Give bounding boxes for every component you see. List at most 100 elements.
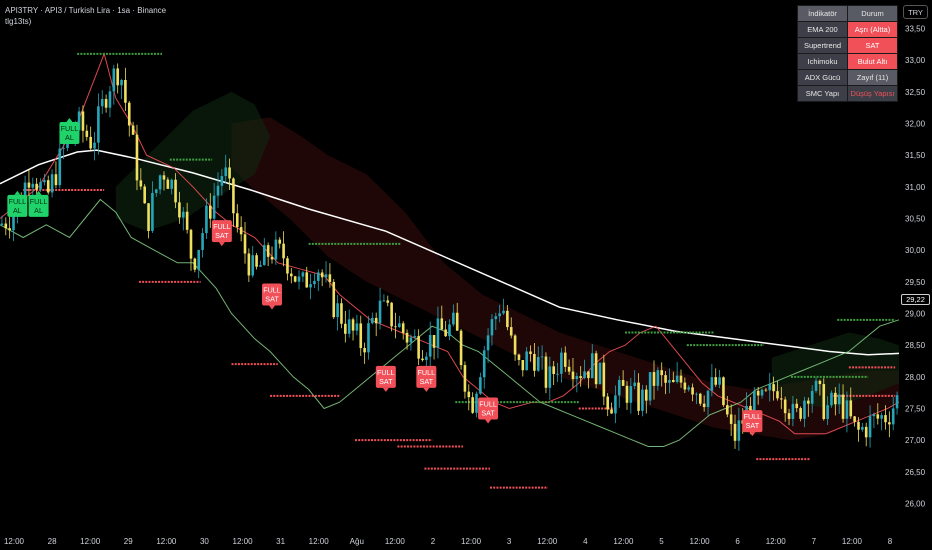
candle-body (35, 183, 38, 190)
price-tick-label: 27,50 (905, 405, 926, 414)
candle-body (849, 400, 853, 417)
signal-pointer (749, 432, 756, 437)
time-tick-label: 3 (507, 537, 512, 546)
signal-label: FULL (418, 368, 436, 377)
candle-body (552, 366, 555, 375)
candle-body (764, 389, 768, 391)
currency-button[interactable]: TRY (903, 5, 928, 19)
candle-body (652, 372, 656, 386)
signal-pointer (218, 242, 225, 247)
candle-body (394, 326, 397, 328)
candle-body (116, 68, 119, 86)
time-tick-label: 29 (124, 537, 133, 546)
candle-body (610, 409, 613, 414)
candle-body (151, 192, 154, 231)
candle-body (834, 392, 837, 405)
candle-body (644, 389, 648, 401)
candle-body (39, 182, 42, 190)
candle-body (278, 239, 282, 244)
candle-body (112, 68, 116, 92)
last-price-tag: 29,22 (901, 294, 930, 305)
candle-body (702, 403, 706, 408)
time-tick-label: 28 (48, 537, 57, 546)
time-tick-label: 12:00 (385, 537, 406, 546)
candle-body (884, 415, 887, 423)
signal-label: AL (34, 206, 43, 215)
candle-body (733, 423, 737, 441)
candle-body (270, 256, 274, 260)
candle-body (166, 179, 170, 189)
candle-body (729, 414, 733, 424)
time-axis[interactable]: 12:00 28 12:00 29 12:00 30 12:00 31 12:00 Ağu 12:0… (4, 537, 893, 546)
candle-body (641, 389, 644, 411)
price-tick-label: 26,50 (905, 468, 926, 477)
price-tick-label: 29,50 (905, 278, 926, 287)
candle-body (822, 384, 826, 419)
indicator-label[interactable]: tlg13ts) (5, 17, 32, 26)
symbol-title: API3TRY · API3 / Turkish Lira · 1sa · Bi… (5, 6, 167, 15)
candle-body (637, 382, 640, 411)
candle-body (93, 142, 96, 149)
candle-body (880, 415, 883, 419)
signal-badge (211, 220, 232, 243)
candle-body (606, 396, 609, 410)
candle-body (301, 272, 305, 277)
status-row: ADX Gücü Zayıf (11) (797, 69, 898, 86)
candle-body (648, 372, 652, 401)
candle-body (340, 303, 343, 324)
candle-body (50, 174, 54, 193)
candle-body (687, 387, 691, 390)
candle-body (286, 258, 289, 274)
candle-body (440, 318, 444, 330)
signal-label: SAT (265, 295, 279, 304)
signal-pointer (35, 190, 42, 195)
signal-label: FULL (30, 197, 48, 206)
candle-body (818, 380, 822, 385)
candle-body (482, 350, 486, 378)
candle-body (872, 414, 876, 417)
indicator-status: Bulut Altı (847, 53, 898, 70)
candle-body (58, 148, 62, 186)
candle-body (776, 391, 779, 399)
price-tick-label: 33,00 (905, 56, 926, 65)
candle-body (89, 136, 92, 149)
candle-body (351, 319, 355, 331)
candle-body (826, 405, 829, 419)
candle-body (8, 228, 11, 231)
candle-body (513, 335, 517, 355)
candle-body (853, 416, 856, 422)
candle-body (621, 380, 625, 386)
candle-body (556, 373, 559, 375)
candle-body (193, 258, 197, 270)
candle-body (660, 370, 664, 376)
candle-body (305, 272, 309, 288)
candle-body (405, 332, 409, 343)
candle-body (77, 111, 81, 131)
candle-body (714, 377, 718, 385)
candle-body (409, 337, 413, 343)
candles (0, 63, 899, 451)
price-tick-label: 28,00 (905, 373, 926, 382)
candle-body (332, 281, 336, 318)
candle-body (436, 318, 440, 348)
candle-body (602, 362, 606, 397)
candle-body (243, 234, 247, 254)
price-axis[interactable]: 26,00 26,50 27,00 27,50 28,00 28,50 29,00 29,50… (905, 25, 926, 509)
candle-body (378, 300, 382, 324)
candle-body (614, 395, 617, 414)
time-tick-label: Ağu (350, 537, 364, 546)
candle-body (664, 375, 667, 383)
candle-body (706, 390, 710, 408)
candle-body (768, 384, 772, 391)
candle-body (158, 175, 162, 190)
time-tick-label: 12:00 (233, 537, 254, 546)
candle-body (502, 310, 505, 314)
signal-pointer (269, 305, 276, 310)
signal-badge (416, 365, 437, 388)
status-row: SMC Yapı Düşüş Yapısı (797, 85, 898, 102)
candle-body (104, 99, 108, 108)
